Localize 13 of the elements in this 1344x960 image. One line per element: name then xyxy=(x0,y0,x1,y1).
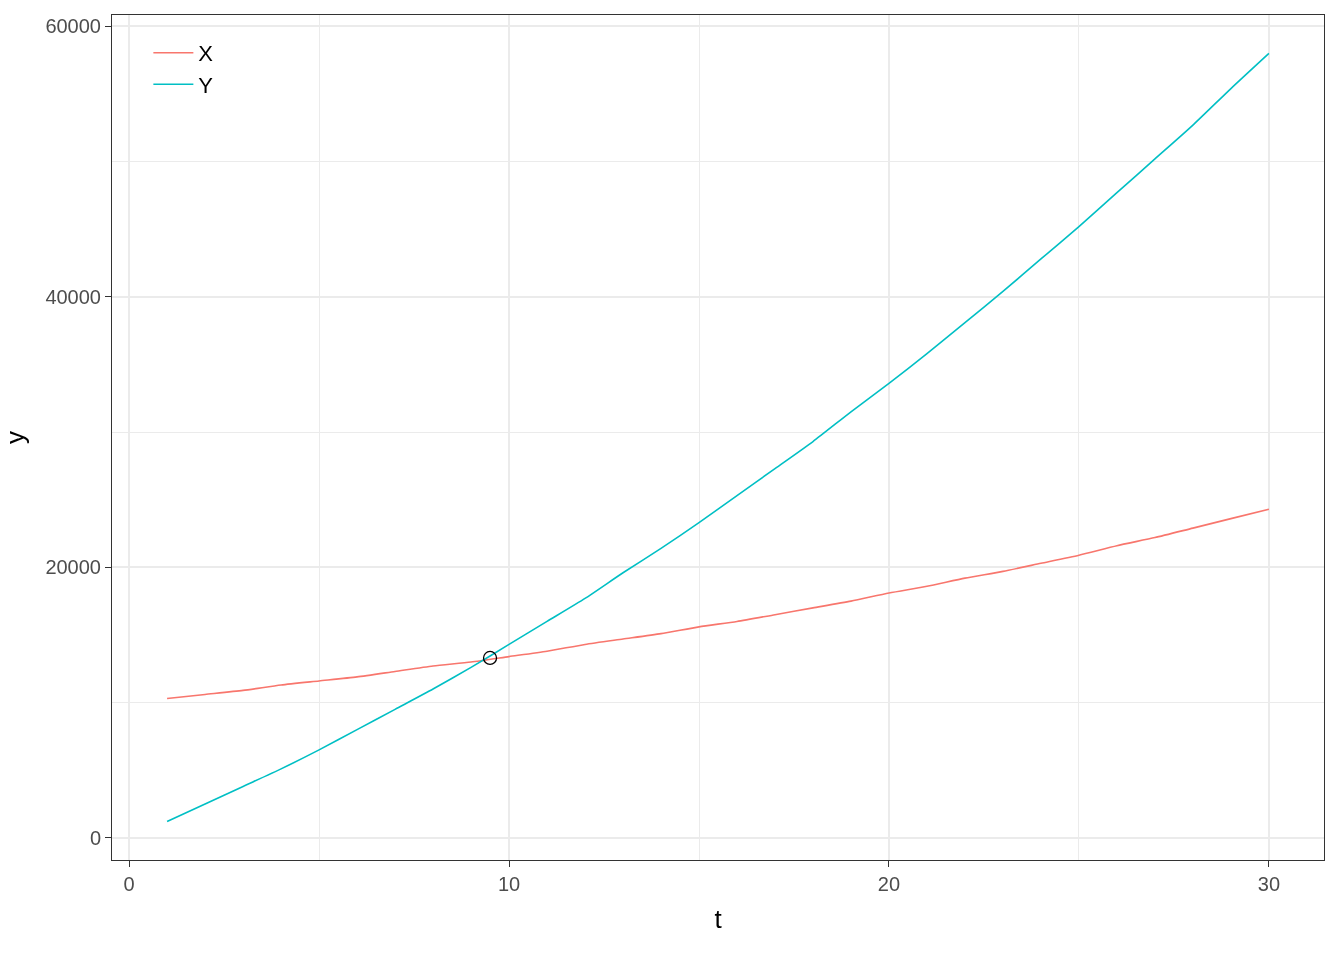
x-tick-label: 0 xyxy=(123,873,135,895)
x-tick-label: 30 xyxy=(1257,873,1281,895)
y-tick-label: 0 xyxy=(89,826,101,849)
line-series xyxy=(166,508,1270,700)
x-axis-title: t xyxy=(714,903,723,934)
y-tick-label: 40000 xyxy=(45,285,101,308)
legend-label: X xyxy=(198,41,214,67)
legend-label: Y xyxy=(198,72,214,98)
x-tick-label: 10 xyxy=(497,873,521,895)
x-tick-label: 20 xyxy=(877,873,901,895)
y-tick-label: 60000 xyxy=(45,15,101,38)
y-axis-title: y xyxy=(0,431,30,444)
y-tick-label: 20000 xyxy=(45,556,101,579)
